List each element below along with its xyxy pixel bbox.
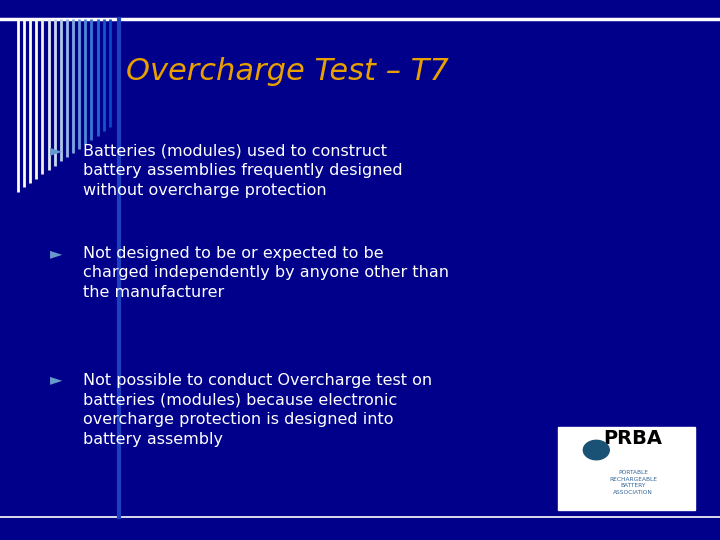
Text: Overcharge Test – T7: Overcharge Test – T7 — [126, 57, 449, 86]
Text: PORTABLE
RECHARGEABLE
BATTERY
ASSOCIATION: PORTABLE RECHARGEABLE BATTERY ASSOCIATIO… — [609, 470, 657, 495]
Text: Not designed to be or expected to be
charged independently by anyone other than
: Not designed to be or expected to be cha… — [83, 246, 449, 300]
FancyBboxPatch shape — [558, 427, 695, 510]
Text: ►: ► — [50, 246, 63, 261]
Text: ►: ► — [50, 373, 63, 388]
Text: PRBA: PRBA — [604, 429, 662, 448]
Text: Batteries (modules) used to construct
battery assemblies frequently designed
wit: Batteries (modules) used to construct ba… — [83, 143, 402, 198]
Text: Not possible to conduct Overcharge test on
batteries (modules) because electroni: Not possible to conduct Overcharge test … — [83, 373, 432, 447]
Text: ►: ► — [50, 143, 63, 158]
Circle shape — [583, 440, 609, 460]
